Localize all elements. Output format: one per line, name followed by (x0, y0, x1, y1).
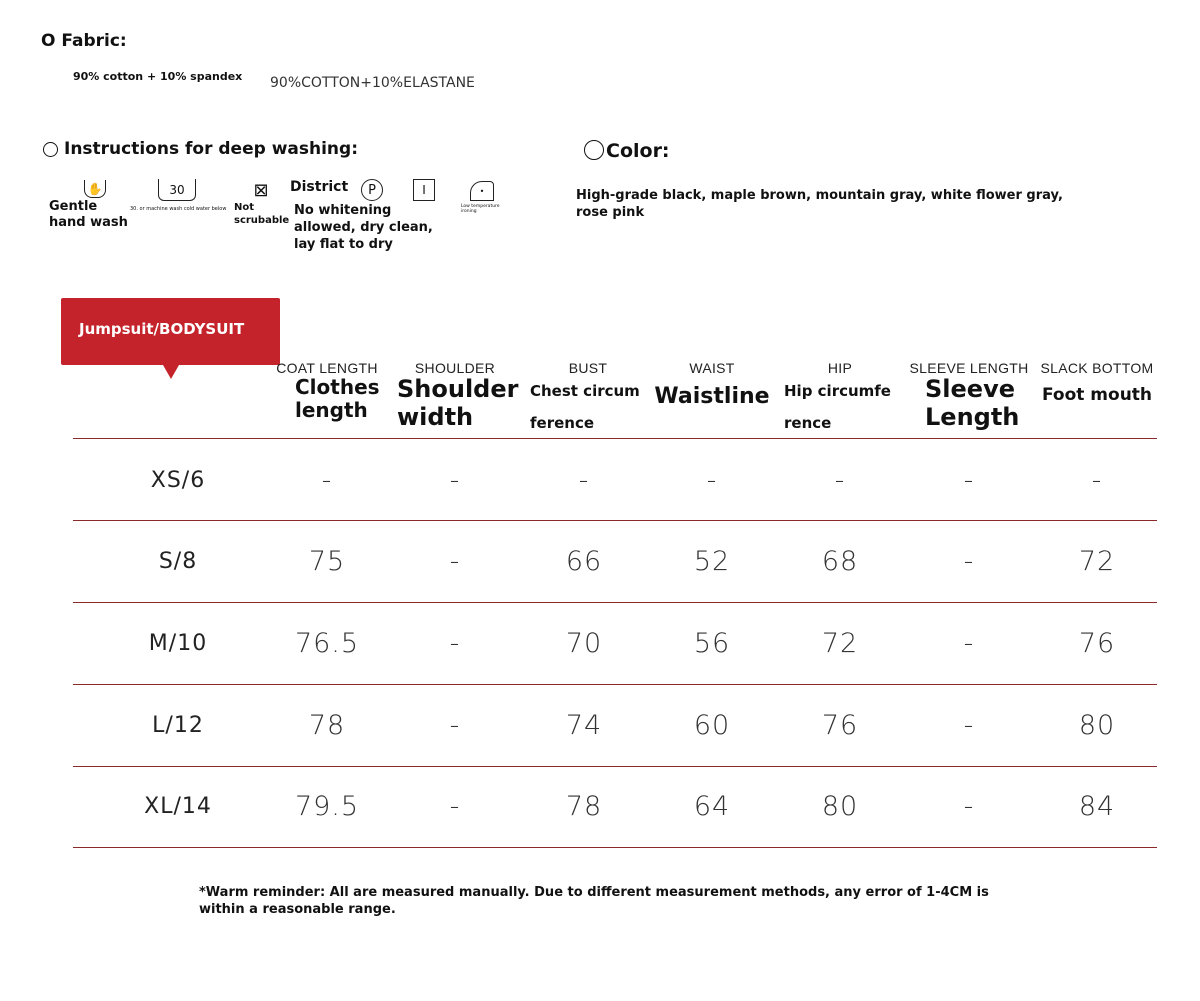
warm-reminder: *Warm reminder: All are measured manuall… (199, 885, 989, 917)
product-type-tag: Jumpsuit/BODYSUIT (61, 298, 280, 379)
dry-clean-symbol: P (368, 182, 376, 198)
header-main: Hip circumference (784, 382, 891, 432)
header-main: Foot mouth (1041, 385, 1153, 405)
table-row: XS/6 - - - - - - - (0, 439, 1200, 521)
header-sub: COAT LENGTH (276, 360, 378, 376)
size-label: XS/6 (150, 467, 206, 493)
size-label: S/8 (158, 549, 198, 575)
divider (73, 602, 1157, 603)
header-main: Sleeve Length (925, 375, 1020, 431)
measurement-cell: 74 (565, 709, 603, 741)
header-sub: SLEEVE LENGTH (909, 360, 1029, 376)
header-main: Clothes length (295, 375, 380, 422)
dry-clean-p-icon: P (361, 179, 383, 201)
measurement-cell: 66 (565, 546, 603, 578)
measurement-cell: 60 (693, 709, 731, 741)
machine-wash-label: 30. or machine wash cold water below (130, 206, 227, 212)
measurement-cell: 79.5 (294, 791, 360, 823)
measurement-cell: 80 (821, 791, 859, 823)
district-label: District (290, 179, 349, 195)
measurement-cell: 64 (693, 791, 731, 823)
header-sub: WAIST (689, 360, 735, 376)
header-sub: BUST (568, 360, 608, 376)
measurement-cell: - (449, 464, 461, 496)
fabric-composition: 90% cotton + 10% spandex (73, 70, 243, 83)
do-not-tumble-dry-icon: ⊠ (253, 179, 269, 201)
divider (73, 438, 1157, 439)
measurement-cell: 52 (693, 546, 731, 578)
hand-wash-label: Gentle hand wash (49, 199, 128, 231)
measurement-cell: 70 (565, 627, 603, 659)
fabric-label: 90%COTTON+10%ELASTANE (270, 75, 475, 91)
size-label: L/12 (152, 712, 204, 738)
measurement-cell: - (963, 464, 975, 496)
measurement-cell: - (963, 709, 975, 741)
washing-note: No whitening allowed, dry clean, lay fla… (294, 203, 433, 252)
measurement-cell: - (449, 709, 461, 741)
measurement-cell: 80 (1078, 709, 1116, 741)
measurement-cell: 68 (821, 546, 859, 578)
measurement-cell: - (963, 627, 975, 659)
measurement-cell: - (963, 791, 975, 823)
size-label: XL/14 (144, 794, 212, 820)
table-row: S/8 75 - 66 52 68 - 72 (0, 521, 1200, 603)
header-main: Waistline (654, 384, 770, 409)
divider (73, 847, 1157, 848)
header-main: Chest circumference (530, 382, 640, 432)
machine-wash-30-icon: 30 (158, 179, 196, 201)
measurement-cell: 78 (308, 709, 346, 741)
hand-wash-icon: ✋ (84, 180, 106, 198)
iron-label: Low temperature ironing (461, 204, 500, 214)
measurement-cell: 76 (1078, 627, 1116, 659)
measurement-cell: - (706, 464, 718, 496)
measurement-cell: 56 (693, 627, 731, 659)
divider (73, 766, 1157, 767)
measurement-cell: - (1091, 464, 1103, 496)
fabric-title: O Fabric: (41, 31, 127, 51)
measurement-cell: - (321, 464, 333, 496)
measurement-cell: 72 (1078, 546, 1116, 578)
iron-low-icon: • (470, 181, 494, 201)
washing-title: Instructions for deep washing: (64, 139, 358, 159)
color-values: High-grade black, maple brown, mountain … (576, 188, 1063, 220)
measurement-cell: - (449, 546, 461, 578)
divider (73, 520, 1157, 521)
not-scrubable-label: Not scrubable (234, 202, 290, 226)
measurement-cell: 76 (821, 709, 859, 741)
table-row: L/12 78 - 74 60 76 - 80 (0, 684, 1200, 766)
measurement-cell: - (449, 627, 461, 659)
header-main: Shoulder width (397, 375, 519, 431)
measurement-cell: 72 (821, 627, 859, 659)
wash-temp: 30 (169, 182, 185, 197)
table-row: XL/14 79.5 - 78 64 80 - 84 (0, 766, 1200, 848)
bullet-icon (584, 140, 604, 160)
table-row: M/10 76.5 - 70 56 72 - 76 (0, 602, 1200, 684)
measurement-cell: - (578, 464, 590, 496)
measurement-cell: 78 (565, 791, 603, 823)
measurement-cell: 75 (308, 546, 346, 578)
measurement-cell: - (834, 464, 846, 496)
measurement-cell: 76.5 (294, 627, 360, 659)
measurement-cell: 84 (1078, 791, 1116, 823)
header-sub: SHOULDER (414, 360, 496, 376)
divider (73, 684, 1157, 685)
bullet-icon (43, 142, 58, 157)
dry-flat-symbol: I (422, 183, 426, 197)
measurement-cell: - (963, 546, 975, 578)
dry-flat-icon: I (413, 179, 435, 201)
color-title: Color: (606, 140, 670, 162)
size-label: M/10 (148, 630, 208, 656)
header-sub: SLACK BOTTOM (1040, 360, 1154, 376)
measurement-cell: - (449, 791, 461, 823)
header-sub: HIP (827, 360, 853, 376)
